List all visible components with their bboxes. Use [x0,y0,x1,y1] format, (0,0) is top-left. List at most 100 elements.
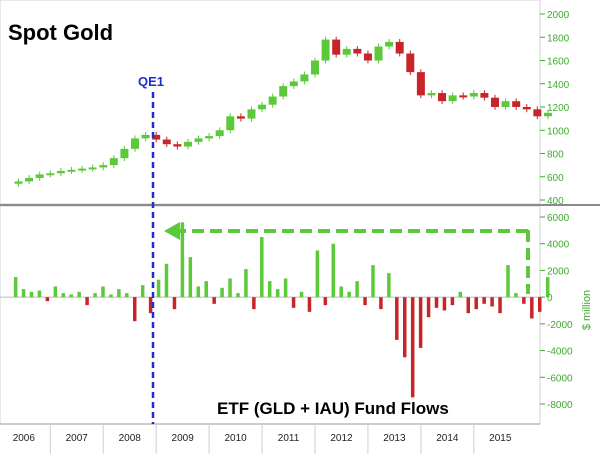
flow-bar [299,291,304,298]
flow-bar [355,281,359,298]
candle-body [141,134,150,139]
candle-body [226,116,235,131]
candle-body [289,81,298,87]
x-tick-label: 2012 [330,433,353,444]
flow-bar [109,294,113,298]
flows-ylabel: $ million [581,290,593,330]
candle-body [88,167,97,170]
candle-body [183,141,192,147]
candle-body [162,139,171,145]
gold-y-tick-label: 1000 [547,126,570,137]
flow-bar [522,297,526,304]
qe1-annotation: QE1 [138,74,164,89]
flow-bar [101,286,105,298]
x-tick-label: 2011 [278,433,300,444]
candle-body [543,112,552,117]
flow-bar [395,297,399,340]
flow-bar [442,297,447,311]
flow-arrow-head [164,222,180,240]
candle-body [406,53,415,73]
flow-bar [371,265,375,298]
candle-body [480,93,489,98]
candle-body [120,148,129,159]
flow-bar [323,297,328,306]
flow-bar [410,297,415,398]
candle-body [99,165,108,168]
flows-y-tick-label: -4000 [547,347,573,358]
flow-bar [140,285,145,298]
flow-bar [482,297,486,304]
flows-y-tick-label: 2000 [547,266,570,277]
flow-bar [37,290,42,298]
candle-body [491,97,499,107]
gold-y-tick-label: 800 [547,150,564,161]
candle-body [395,41,404,54]
chart-title: Spot Gold [8,20,113,45]
gold-y-tick-label: 1400 [547,80,570,91]
candle-body [311,60,319,75]
flow-bar [458,291,463,298]
candle-body [14,181,23,184]
candle-body [258,104,267,110]
flow-bar [490,297,494,307]
candle-body [25,177,34,182]
flow-bar [545,277,550,298]
candle-body [247,109,256,119]
candle-body [67,169,76,172]
candle-body [300,74,309,82]
flow-bar [29,291,34,298]
flow-bar [315,250,320,298]
flow-bar [339,286,343,298]
flow-bar [283,278,288,298]
gold-y-tick-label: 400 [547,196,564,207]
flows-y-tick-label: -2000 [547,320,573,331]
x-tick-label: 2015 [489,433,512,444]
gold-y-tick-label: 2000 [547,10,570,21]
flow-bar [117,289,121,298]
candle-body [501,101,510,107]
candle-body [374,46,383,61]
candle-body [512,101,521,107]
flow-bar [93,293,97,298]
flows-y-tick-label: 0 [547,293,553,304]
flow-bar [506,265,510,298]
flows-y-tick-label: 6000 [547,213,570,224]
candle-body [78,168,87,171]
flow-bar [77,291,81,298]
flow-bar [133,297,137,322]
flow-bar [434,297,439,308]
flow-bar [291,297,296,308]
candle-body [342,48,351,55]
candle-body [416,72,425,96]
flow-bar [387,273,391,298]
flow-bar [180,222,185,298]
flow-bar [418,297,423,348]
candle-body [385,41,394,47]
flow-bar [466,297,471,314]
candle-body [215,130,224,137]
flow-bar [53,286,58,298]
candle-body [522,107,531,110]
candle-body [46,173,55,176]
flow-bar [244,269,248,298]
candle-body [236,116,245,119]
flow-bar [498,297,502,314]
x-tick-label: 2006 [13,433,36,444]
flow-bar [275,289,280,298]
flow-bar [514,293,518,298]
flow-bar [268,281,272,298]
x-tick-label: 2008 [119,433,142,444]
candle-body [321,39,330,61]
candle-body [438,93,447,102]
flow-bar [450,297,455,306]
gold-y-tick-label: 1200 [547,103,570,114]
flow-bar [474,297,478,310]
x-tick-label: 2009 [172,433,195,444]
flows-subtitle: ETF (GLD + IAU) Fund Flows [217,399,449,418]
flow-bar [307,297,312,312]
flow-bar [379,297,383,310]
flow-bar [538,297,542,312]
candle-body [194,138,203,142]
flow-bar [69,294,73,298]
